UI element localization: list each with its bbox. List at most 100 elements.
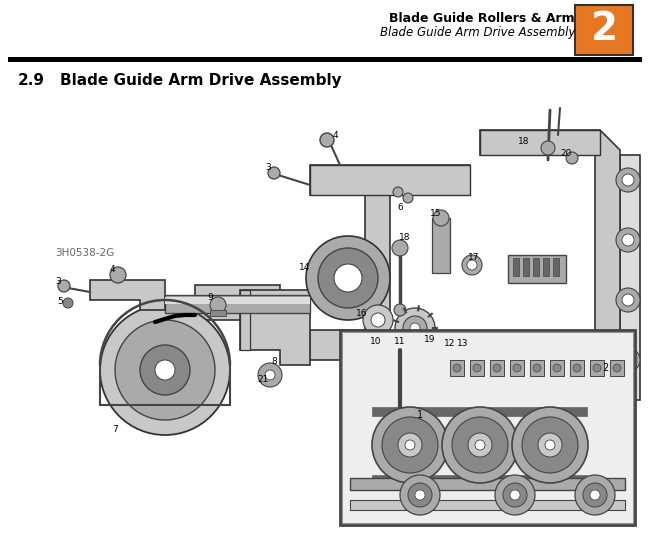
Text: 8: 8 (271, 358, 277, 366)
Bar (310, 165, 470, 195)
Polygon shape (480, 130, 620, 380)
Text: 19: 19 (424, 335, 436, 345)
Text: 14: 14 (299, 263, 311, 273)
Circle shape (398, 338, 418, 358)
Circle shape (545, 440, 555, 450)
Circle shape (400, 475, 440, 515)
Polygon shape (595, 155, 640, 400)
Circle shape (583, 483, 607, 507)
Circle shape (306, 236, 390, 320)
Circle shape (410, 323, 420, 333)
Text: 3H0538-2G: 3H0538-2G (55, 248, 114, 258)
Circle shape (371, 313, 385, 327)
Circle shape (334, 264, 362, 292)
Circle shape (622, 234, 634, 246)
Circle shape (376, 336, 400, 360)
Bar (0, 0, 650, 60)
Circle shape (453, 364, 461, 372)
Bar (372, 475, 587, 484)
Circle shape (265, 370, 275, 380)
Circle shape (258, 363, 282, 387)
Text: 13: 13 (457, 339, 469, 347)
Polygon shape (310, 165, 470, 360)
Text: 4: 4 (332, 131, 338, 139)
Circle shape (393, 187, 403, 197)
Bar (553, 258, 559, 276)
Circle shape (408, 483, 432, 507)
Text: 5: 5 (57, 298, 63, 306)
Polygon shape (90, 280, 165, 310)
Text: 21: 21 (257, 376, 268, 384)
Circle shape (622, 294, 634, 306)
Circle shape (533, 364, 541, 372)
Text: 15: 15 (430, 210, 442, 218)
Text: 17: 17 (468, 254, 480, 262)
Circle shape (616, 228, 640, 252)
Circle shape (320, 133, 334, 147)
Circle shape (100, 305, 230, 435)
Bar (210, 310, 226, 316)
Text: 1: 1 (417, 410, 423, 420)
Bar (575, 5, 633, 55)
Text: 18: 18 (399, 234, 411, 242)
Circle shape (415, 490, 425, 500)
Bar (240, 290, 250, 350)
Circle shape (382, 342, 394, 354)
Text: 9: 9 (207, 293, 213, 301)
Circle shape (512, 407, 588, 483)
Circle shape (573, 364, 581, 372)
Text: 6: 6 (397, 203, 403, 212)
Circle shape (495, 475, 535, 515)
Bar (342, 332, 633, 523)
Circle shape (493, 364, 501, 372)
Circle shape (433, 210, 449, 226)
Circle shape (475, 440, 485, 450)
Bar (480, 130, 600, 155)
Circle shape (590, 490, 600, 500)
Circle shape (403, 193, 413, 203)
Bar (350, 478, 625, 490)
Circle shape (566, 152, 578, 164)
Bar (530, 360, 544, 376)
Text: 11: 11 (395, 338, 406, 346)
Bar (508, 255, 566, 283)
Circle shape (449, 342, 461, 354)
Circle shape (403, 343, 413, 353)
Text: Blade Guide Arm Drive Assembly: Blade Guide Arm Drive Assembly (60, 73, 342, 88)
Bar (523, 258, 529, 276)
Bar (0, 57, 650, 542)
Bar (490, 360, 504, 376)
Circle shape (593, 364, 601, 372)
Circle shape (63, 298, 73, 308)
Circle shape (541, 141, 555, 155)
Circle shape (468, 433, 492, 457)
Text: 7: 7 (112, 425, 118, 435)
Circle shape (462, 255, 482, 275)
Bar (550, 360, 564, 376)
Circle shape (538, 433, 562, 457)
Circle shape (395, 308, 435, 348)
Text: 18: 18 (518, 138, 530, 146)
Circle shape (318, 248, 378, 308)
Circle shape (392, 240, 408, 256)
Circle shape (513, 364, 521, 372)
Bar (590, 360, 604, 376)
Bar (340, 330, 635, 525)
Circle shape (363, 305, 393, 335)
Circle shape (110, 267, 126, 283)
Polygon shape (195, 285, 280, 320)
Circle shape (268, 167, 280, 179)
Text: 2: 2 (590, 10, 618, 48)
Text: 16: 16 (356, 309, 368, 319)
Text: 2: 2 (602, 363, 608, 373)
Text: 20: 20 (560, 149, 572, 158)
Bar (513, 258, 519, 276)
Text: 10: 10 (370, 338, 382, 346)
Circle shape (616, 168, 640, 192)
Circle shape (372, 407, 448, 483)
Circle shape (403, 316, 427, 340)
Bar (165, 295, 310, 313)
Circle shape (394, 304, 406, 316)
Text: 4: 4 (109, 264, 115, 274)
Bar (450, 360, 464, 376)
